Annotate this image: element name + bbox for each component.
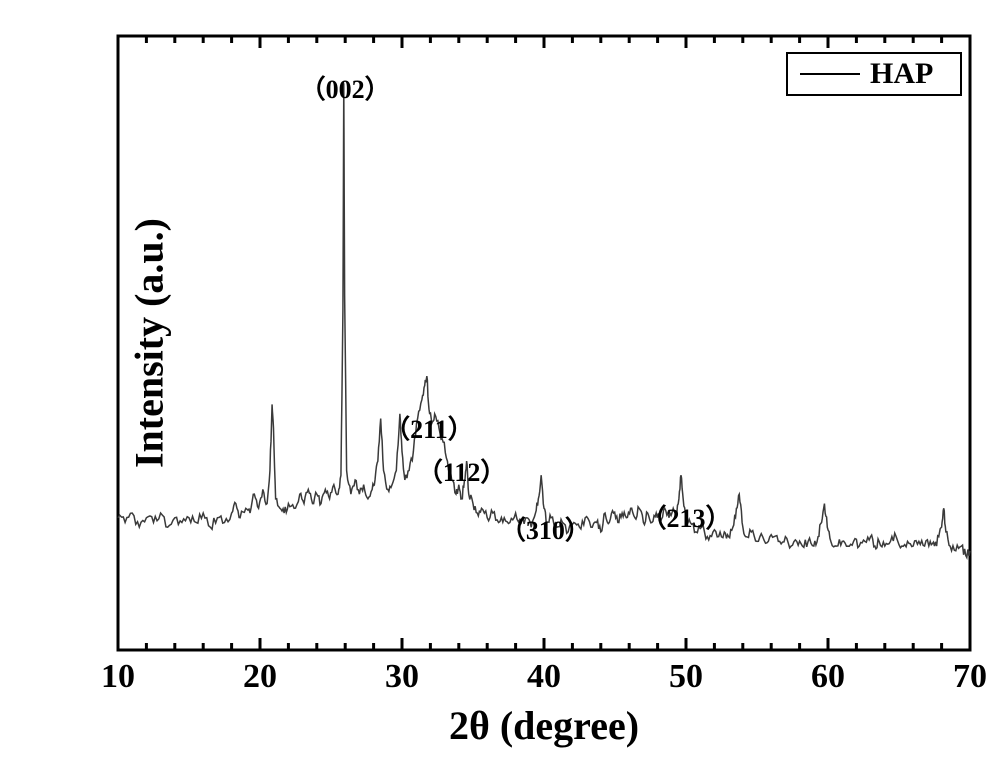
peak-label: （310） [500,510,591,547]
legend-label: HAP [860,57,933,91]
x-ticks-major-top [118,36,970,48]
peak-label: （112） [417,452,507,489]
xrd-pattern-line [118,83,970,557]
x-tick-label: 70 [953,658,987,696]
x-tick-label: 10 [101,658,135,696]
y-axis-title: Intensity (a.u.) [126,218,173,468]
peak-label: （211） [384,409,474,446]
legend: HAP [786,52,962,96]
plot-frame [118,36,970,650]
legend-sample-line [800,73,860,75]
x-axis-title: 2θ (degree) [449,702,639,749]
x-tick-label: 30 [385,658,419,696]
peak-label: （213） [640,498,731,535]
xrd-chart: Intensity (a.u.) 2θ (degree) HAP 10 20 30 4… [0,0,1000,776]
x-tick-label: 20 [243,658,277,696]
x-ticks-major-bottom [118,638,970,650]
peak-label: （002） [300,69,391,106]
x-tick-label: 40 [527,658,561,696]
x-tick-label: 50 [669,658,703,696]
x-tick-label: 60 [811,658,845,696]
